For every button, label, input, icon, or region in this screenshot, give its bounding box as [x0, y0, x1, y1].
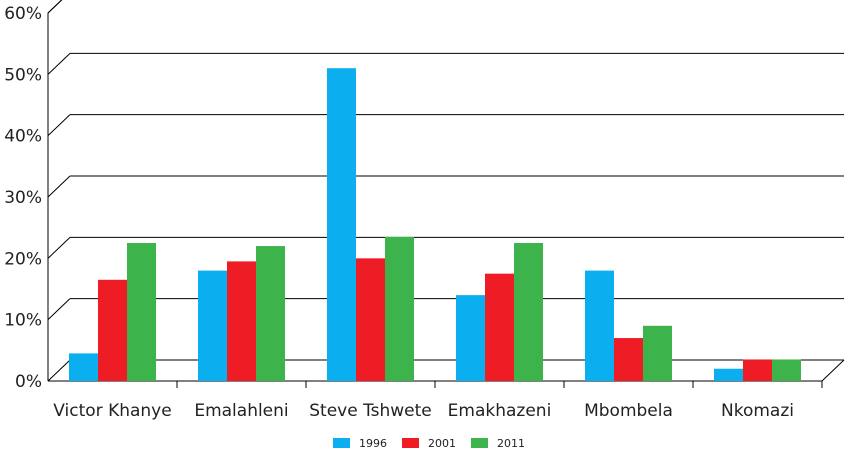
y-tick-label: 60% — [4, 4, 42, 24]
legend-label: 2011 — [497, 437, 525, 450]
y-tick-label: 30% — [4, 188, 42, 208]
x-tick-labels: Victor Khanye Emalahleni Steve Tshwete Emak… — [53, 401, 794, 421]
y-axis-depth — [47, 0, 63, 14]
legend-swatch — [333, 438, 350, 448]
x-axis-depth — [821, 359, 845, 382]
bar — [485, 273, 514, 381]
gridline-depth — [47, 175, 71, 198]
gridlines — [47, 0, 844, 382]
gridline-depth — [47, 359, 71, 382]
axes — [47, 0, 845, 388]
gridline-depth — [47, 236, 71, 259]
x-tick-label: Emalahleni — [194, 401, 288, 421]
bar — [327, 68, 356, 381]
y-tick-label: 10% — [4, 311, 42, 331]
y-tick-label: 40% — [4, 127, 42, 147]
x-tick-label: Mbombela — [584, 401, 673, 421]
bar — [643, 325, 672, 381]
bar — [514, 243, 543, 381]
bar — [127, 243, 156, 381]
x-tick-label: Nkomazi — [721, 401, 794, 421]
bars — [69, 68, 801, 381]
y-tick-label: 0% — [15, 372, 42, 392]
bar — [585, 270, 614, 381]
bar — [714, 368, 743, 381]
bar — [69, 353, 98, 381]
bar — [356, 258, 385, 381]
legend-label: 2001 — [428, 437, 456, 450]
y-tick-labels: 0% 10% 20% 30% 40% 50% 60% — [4, 4, 42, 392]
bar — [614, 338, 643, 381]
legend-swatch — [402, 438, 419, 448]
gridline-depth — [47, 52, 71, 75]
x-tick-label: Emakhazeni — [448, 401, 552, 421]
y-tick-label: 20% — [4, 249, 42, 269]
legend-label: 1996 — [359, 437, 387, 450]
bar — [98, 279, 127, 381]
y-tick-label: 50% — [4, 65, 42, 85]
bar — [385, 236, 414, 381]
x-tick-label: Victor Khanye — [53, 401, 171, 421]
gridline-depth — [47, 298, 71, 321]
bar — [456, 295, 485, 381]
gridline-depth — [47, 114, 71, 137]
bar — [227, 261, 256, 381]
legend: 1996 2001 2011 — [333, 437, 525, 450]
bar — [256, 246, 285, 381]
x-tick-label: Steve Tshwete — [309, 401, 432, 421]
bar — [198, 270, 227, 381]
legend-swatch — [471, 438, 488, 448]
bar — [772, 359, 801, 381]
bar — [743, 359, 772, 381]
